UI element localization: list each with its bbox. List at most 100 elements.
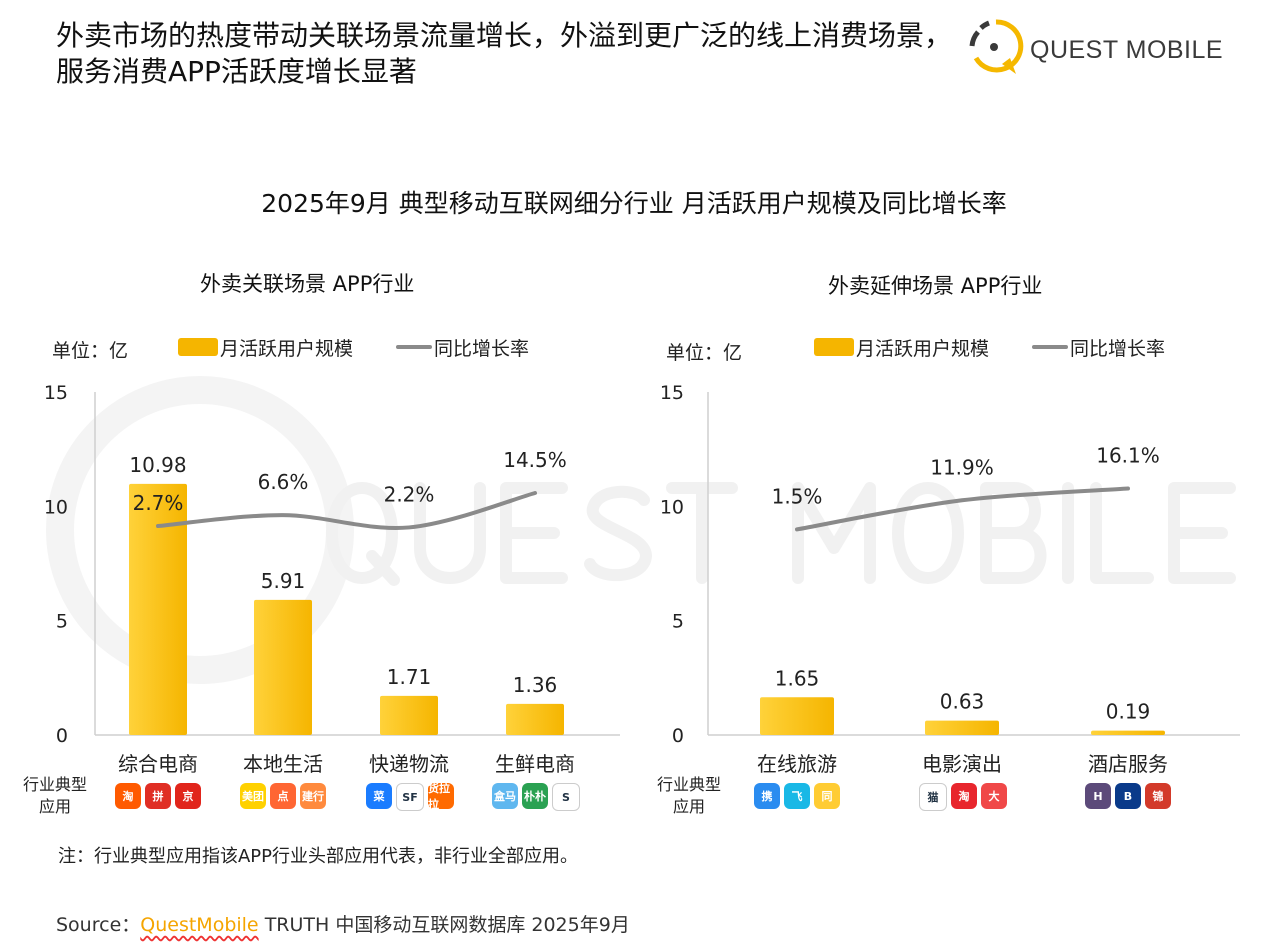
y-tick-label: 10 bbox=[660, 496, 684, 518]
legend-line-swatch bbox=[396, 345, 432, 349]
watermark-letter bbox=[326, 482, 400, 586]
right-subtitle: 外卖延伸场景 APP行业 bbox=[828, 274, 1043, 298]
legend-bar-swatch bbox=[814, 338, 854, 356]
app-icon: 同 bbox=[814, 783, 840, 809]
app-icon: B bbox=[1115, 783, 1141, 809]
watermark-letter bbox=[500, 482, 568, 584]
growth-label: 1.5% bbox=[772, 484, 823, 508]
x-category-label: 酒店服务 bbox=[1088, 752, 1168, 776]
growth-label: 11.9% bbox=[930, 455, 994, 479]
bar-value-label: 10.98 bbox=[129, 453, 186, 477]
growth-line bbox=[156, 491, 537, 530]
legend-bar-label: 月活跃用户规模 bbox=[856, 338, 990, 360]
source-brand: QuestMobile bbox=[140, 914, 259, 936]
app-icon: 点 bbox=[270, 783, 296, 809]
footnote: 注：行业典型应用指该APP行业头部应用代表，非行业全部应用。 bbox=[58, 846, 579, 867]
questmobile-logo bbox=[969, 19, 1024, 74]
y-tick-label: 15 bbox=[660, 382, 684, 404]
x-category-label: 生鲜电商 bbox=[495, 752, 575, 776]
watermark bbox=[326, 482, 1236, 586]
left-subtitle: 外卖关联场景 APP行业 bbox=[200, 272, 415, 296]
y-tick-label: 0 bbox=[672, 725, 684, 747]
app-icon: 携 bbox=[754, 783, 780, 809]
app-icon: S bbox=[552, 783, 580, 811]
y-tick-label: 5 bbox=[56, 611, 68, 633]
growth-label: 16.1% bbox=[1096, 444, 1160, 468]
app-icon: 飞 bbox=[784, 783, 810, 809]
watermark-letter bbox=[1090, 482, 1154, 584]
x-category-label: 在线旅游 bbox=[757, 752, 837, 776]
legend-bar-label: 月活跃用户规模 bbox=[220, 338, 354, 360]
bar bbox=[760, 697, 834, 735]
row-label: 行业典型 应用 bbox=[22, 775, 87, 816]
bar-value-label: 1.36 bbox=[513, 673, 558, 697]
app-icon: H bbox=[1085, 783, 1111, 809]
bar-value-label: 5.91 bbox=[261, 569, 306, 593]
source-line: Source：QuestMobile TRUTH 中国移动互联网数据库 2025… bbox=[56, 910, 630, 937]
app-icon: 锦 bbox=[1145, 783, 1171, 809]
app-icon: 货拉拉 bbox=[428, 782, 454, 811]
bar bbox=[1091, 730, 1165, 735]
legend-line-label: 同比增长率 bbox=[434, 338, 530, 360]
legend-line-swatch bbox=[1032, 345, 1068, 349]
watermark-letter bbox=[584, 485, 652, 582]
app-icon: 朴朴 bbox=[522, 783, 548, 809]
row-label: 行业典型 应用 bbox=[656, 775, 721, 816]
watermark-letter bbox=[414, 482, 486, 584]
growth-line bbox=[795, 486, 1130, 532]
app-icon: 菜 bbox=[366, 783, 392, 809]
bar-value-label: 1.71 bbox=[387, 665, 432, 689]
bar-value-label: 0.19 bbox=[1106, 700, 1151, 724]
growth-label: 14.5% bbox=[503, 448, 567, 472]
source-rest: TRUTH 中国移动互联网数据库 2025年9月 bbox=[264, 914, 630, 936]
source-prefix: Source： bbox=[56, 914, 141, 936]
app-icon: 淘 bbox=[951, 783, 977, 809]
growth-label: 6.6% bbox=[258, 470, 309, 494]
y-tick-label: 10 bbox=[44, 496, 68, 518]
watermark-letter bbox=[1168, 482, 1236, 584]
x-category-label: 电影演出 bbox=[922, 752, 1002, 776]
watermark-letter bbox=[792, 482, 876, 584]
y-tick-label: 5 bbox=[672, 611, 684, 633]
app-icon: 大 bbox=[981, 783, 1007, 809]
app-icon: 淘 bbox=[115, 783, 141, 809]
x-category-label: 快递物流 bbox=[369, 752, 449, 776]
legend-bar-swatch bbox=[178, 338, 218, 356]
bar bbox=[129, 483, 187, 735]
app-icon-row: 盒马 朴朴 S bbox=[492, 783, 580, 811]
logo-ring bbox=[973, 19, 1024, 73]
right-unit: 单位：亿 bbox=[666, 342, 743, 364]
bar-value-label: 0.63 bbox=[940, 690, 985, 714]
watermark-ring bbox=[46, 376, 354, 684]
bar bbox=[506, 703, 564, 735]
app-icon-row: 猫淘大 bbox=[919, 783, 1007, 811]
x-category-label: 综合电商 bbox=[118, 752, 198, 776]
watermark-letter bbox=[980, 482, 1047, 584]
x-category-label: 本地生活 bbox=[243, 752, 323, 776]
app-icon: 美团 bbox=[240, 783, 266, 809]
app-icon: 京 bbox=[175, 783, 201, 809]
app-icon: 盒马 bbox=[492, 783, 518, 809]
logo-text: QUEST MOBILE bbox=[1030, 36, 1224, 64]
growth-label: 2.2% bbox=[384, 482, 435, 506]
app-icon: 建行 bbox=[300, 783, 326, 809]
app-icon-row: 淘拼京 bbox=[115, 783, 201, 809]
growth-label: 2.7% bbox=[133, 491, 184, 515]
app-icon: 猫 bbox=[919, 783, 947, 811]
app-icon-row: 菜 SF 货拉拉 bbox=[366, 782, 454, 811]
y-tick-label: 15 bbox=[44, 382, 68, 404]
app-icon-row: 携飞同 bbox=[754, 783, 840, 809]
app-icon: 拼 bbox=[145, 783, 171, 809]
bar bbox=[925, 720, 999, 735]
left-unit: 单位：亿 bbox=[52, 340, 129, 362]
bar-value-label: 1.65 bbox=[775, 666, 820, 690]
headline: 外卖市场的热度带动关联场景流量增长，外溢到更广泛的线上消费场景，服务消费APP活… bbox=[56, 19, 953, 88]
bar bbox=[380, 695, 438, 735]
app-icon: SF bbox=[396, 783, 424, 811]
app-icon-row: 美团点建行 bbox=[240, 783, 326, 809]
legend-line-label: 同比增长率 bbox=[1070, 338, 1166, 360]
bar bbox=[254, 599, 312, 735]
y-tick-label: 0 bbox=[56, 725, 68, 747]
